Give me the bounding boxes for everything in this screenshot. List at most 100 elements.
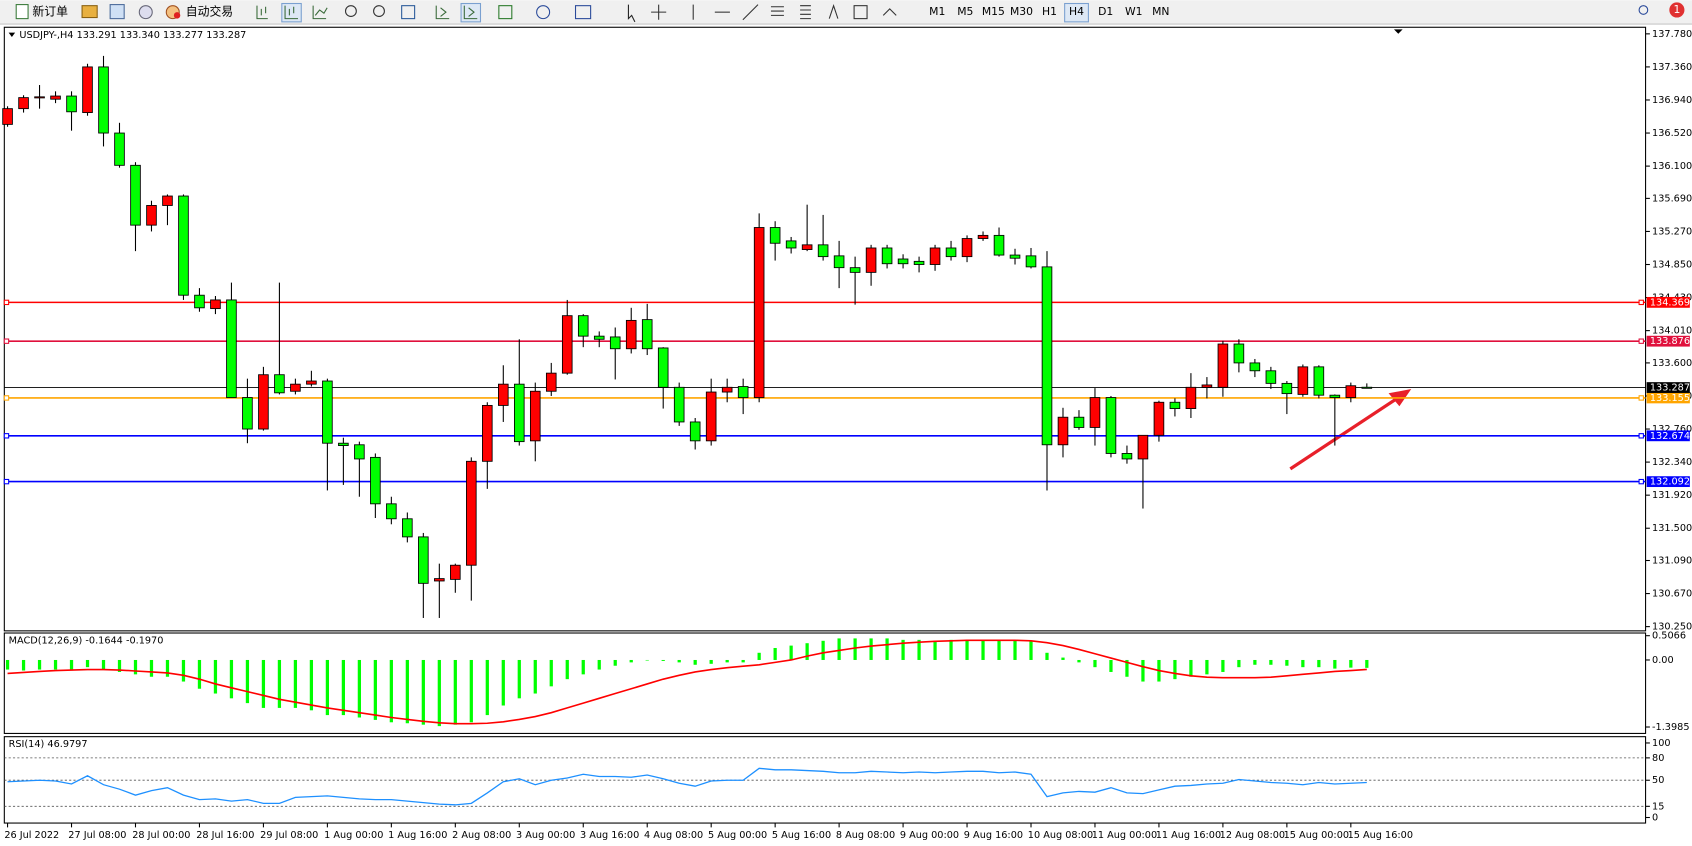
macd-bar bbox=[581, 659, 585, 675]
candle-body bbox=[1073, 416, 1085, 428]
new-order-button[interactable]: 新订单 bbox=[15, 4, 68, 20]
timeframe-button[interactable]: M30 bbox=[1010, 5, 1033, 18]
candle-body bbox=[561, 315, 573, 374]
macd-bar bbox=[933, 640, 937, 660]
candle-body bbox=[961, 238, 973, 258]
icon[interactable] bbox=[828, 3, 839, 19]
macd-bar bbox=[965, 639, 969, 660]
icon[interactable] bbox=[81, 5, 98, 19]
macd-bar bbox=[773, 647, 777, 660]
icon[interactable] bbox=[460, 2, 482, 23]
candle-body bbox=[673, 386, 685, 423]
macd-bar bbox=[437, 659, 441, 727]
candle-body bbox=[705, 391, 717, 442]
icon[interactable] bbox=[435, 5, 450, 20]
icon[interactable] bbox=[800, 5, 811, 20]
macd-bar bbox=[133, 659, 138, 675]
macd-bar bbox=[1333, 659, 1337, 669]
candle-body bbox=[1281, 382, 1293, 395]
timeframe-button[interactable]: W1 bbox=[1125, 5, 1143, 18]
level-label-bg bbox=[1646, 430, 1690, 442]
icon[interactable] bbox=[1638, 5, 1649, 15]
macd-bar bbox=[1317, 659, 1321, 668]
x-tick-label: 1 Aug 00:00 bbox=[324, 830, 383, 841]
level-label: 132.674 bbox=[1650, 431, 1690, 442]
candle-body bbox=[801, 244, 813, 250]
candle-body bbox=[977, 234, 989, 239]
y-tick-label: 135.690 bbox=[1652, 193, 1692, 204]
timeframe-button[interactable]: H1 bbox=[1042, 5, 1057, 18]
macd-bar bbox=[757, 652, 761, 660]
macd-bar bbox=[613, 659, 617, 666]
macd-bar bbox=[1109, 659, 1113, 672]
level-label: 134.369 bbox=[1650, 297, 1690, 308]
x-tick-label: 2 Aug 08:00 bbox=[452, 830, 511, 841]
notification-badge[interactable] bbox=[1669, 2, 1685, 18]
macd-bar bbox=[1029, 640, 1033, 660]
candle-body bbox=[593, 335, 605, 340]
rsi-line bbox=[7, 767, 1367, 806]
macd-bar bbox=[5, 659, 10, 670]
y-tick-label: -1.3985 bbox=[1652, 722, 1689, 733]
panel-frame bbox=[3, 632, 1647, 734]
candle-body bbox=[929, 247, 941, 265]
timeframe-button[interactable]: M5 bbox=[957, 5, 973, 18]
timeframe-button[interactable]: D1 bbox=[1098, 5, 1113, 18]
icon[interactable] bbox=[373, 5, 385, 18]
candle-body bbox=[1009, 254, 1021, 259]
x-tick-label: 9 Aug 00:00 bbox=[900, 830, 959, 841]
timeframe-button[interactable]: MN bbox=[1152, 5, 1169, 18]
icon[interactable] bbox=[498, 5, 513, 20]
x-tick-label: 8 Aug 08:00 bbox=[836, 830, 895, 841]
candle-body bbox=[785, 240, 797, 249]
macd-bar bbox=[293, 659, 298, 708]
macd-bar bbox=[709, 659, 713, 664]
icon[interactable] bbox=[109, 4, 125, 20]
candle-body bbox=[609, 336, 621, 350]
candle-body bbox=[625, 319, 637, 350]
auto-trading-button[interactable]: 自动交易 bbox=[165, 5, 233, 20]
y-tick-label: 131.920 bbox=[1652, 490, 1692, 501]
y-tick-label: 132.340 bbox=[1652, 457, 1692, 468]
icon[interactable] bbox=[312, 5, 328, 20]
icon[interactable] bbox=[574, 5, 592, 20]
icon[interactable] bbox=[284, 5, 299, 20]
icon[interactable] bbox=[651, 4, 667, 20]
icon[interactable] bbox=[627, 4, 636, 23]
macd-bar bbox=[1285, 659, 1289, 666]
timeframe-button[interactable]: H4 bbox=[1069, 5, 1084, 18]
candle-body bbox=[721, 386, 733, 393]
icon[interactable] bbox=[256, 5, 268, 20]
candle-body bbox=[306, 380, 317, 385]
icon[interactable] bbox=[853, 5, 868, 20]
macd-bar bbox=[229, 659, 234, 699]
icon[interactable] bbox=[401, 5, 416, 20]
candle-body bbox=[577, 315, 589, 337]
panel-title: MACD(12,26,9) -0.1644 -0.1970 bbox=[9, 636, 164, 647]
candle-body bbox=[641, 319, 653, 350]
candle-body bbox=[1249, 362, 1261, 372]
timeframe-bar: M1 M5 M15 M30 H1 H4 D1 W1 MN bbox=[929, 2, 1169, 23]
icon[interactable] bbox=[344, 5, 357, 18]
macd-bar bbox=[805, 643, 809, 660]
signal-line bbox=[7, 639, 1367, 725]
icon[interactable] bbox=[536, 5, 551, 20]
level-marker bbox=[1638, 299, 1644, 306]
x-tick-label: 28 Jul 00:00 bbox=[132, 830, 190, 841]
icon[interactable] bbox=[882, 8, 897, 16]
icon[interactable] bbox=[770, 6, 784, 16]
timeframe-button[interactable]: M1 bbox=[929, 5, 945, 18]
icon[interactable] bbox=[281, 2, 302, 23]
icon[interactable] bbox=[138, 5, 153, 20]
icon[interactable] bbox=[742, 4, 759, 21]
shift-marker bbox=[1393, 29, 1403, 34]
macd-bar bbox=[1189, 659, 1193, 677]
icon[interactable] bbox=[463, 5, 478, 20]
macd-bar bbox=[117, 659, 122, 672]
macd-bar bbox=[485, 659, 489, 716]
macd-bar bbox=[1237, 659, 1241, 668]
level-label-bg bbox=[1646, 296, 1690, 308]
macd-bar bbox=[869, 638, 873, 660]
timeframe-button[interactable]: M15 bbox=[982, 5, 1005, 18]
